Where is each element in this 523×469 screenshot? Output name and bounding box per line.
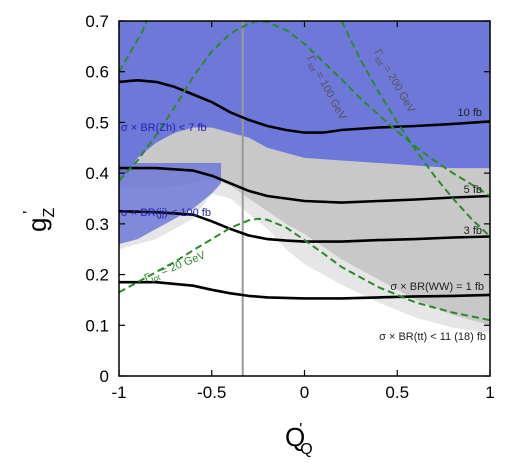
x-tick-label-4: 1 <box>485 383 494 402</box>
width-label-20: Γtot = 20 GeV <box>143 249 209 287</box>
y-tick-label-0: 0 <box>100 367 109 386</box>
line-label-10fb: 10 fb <box>458 107 482 119</box>
curve-2 <box>119 209 490 243</box>
x-tick-label-1: -0.5 <box>197 383 226 402</box>
curve-4 <box>119 217 490 322</box>
region-tt-18fb <box>119 178 490 333</box>
y-tick-label-7: 0.7 <box>85 12 109 31</box>
region-label-tt: σ × BR(tt) < 11 (18) fb <box>379 331 486 343</box>
x-tick-label-3: 0.5 <box>385 383 409 402</box>
region-zh <box>119 21 490 184</box>
line-label-ww: σ × BR(WW) = 1 fb <box>390 281 484 293</box>
curve-1 <box>119 166 490 204</box>
y-tick-label-1: 0.1 <box>85 316 109 335</box>
x-tick-label-0: -1 <box>111 383 126 402</box>
curves <box>119 21 490 376</box>
excluded-regions <box>119 21 490 333</box>
y-tick-label-6: 0.6 <box>85 63 109 82</box>
line-label-5fb: 5 fb <box>464 184 482 196</box>
x-tick-label-2: 0 <box>300 383 309 402</box>
region-label-zh: σ × BR(Zh) < 7 fb <box>121 122 207 134</box>
region-label-jj: σ × BR(jj) < 100 fb <box>121 207 211 219</box>
y-tick-label-2: 0.2 <box>85 266 109 285</box>
y-axis-title: gZ' <box>21 208 58 232</box>
region-jj <box>119 163 222 245</box>
y-tick-label-5: 0.5 <box>85 113 109 132</box>
curve-7 <box>119 21 148 73</box>
line-label-3fb: 3 fb <box>464 225 482 237</box>
y-tick-label-3: 0.3 <box>85 215 109 234</box>
curve-5 <box>119 21 490 197</box>
y-tick-label-4: 0.4 <box>85 164 109 183</box>
axis-ticks: -1 -0.5 0 0.5 1 0 0.1 0.2 0.3 0.4 0.5 0.6 0.7 <box>85 12 494 402</box>
x-axis-title: Q' Q <box>285 421 313 458</box>
curve-3 <box>119 280 490 300</box>
curve-6 <box>340 21 490 238</box>
